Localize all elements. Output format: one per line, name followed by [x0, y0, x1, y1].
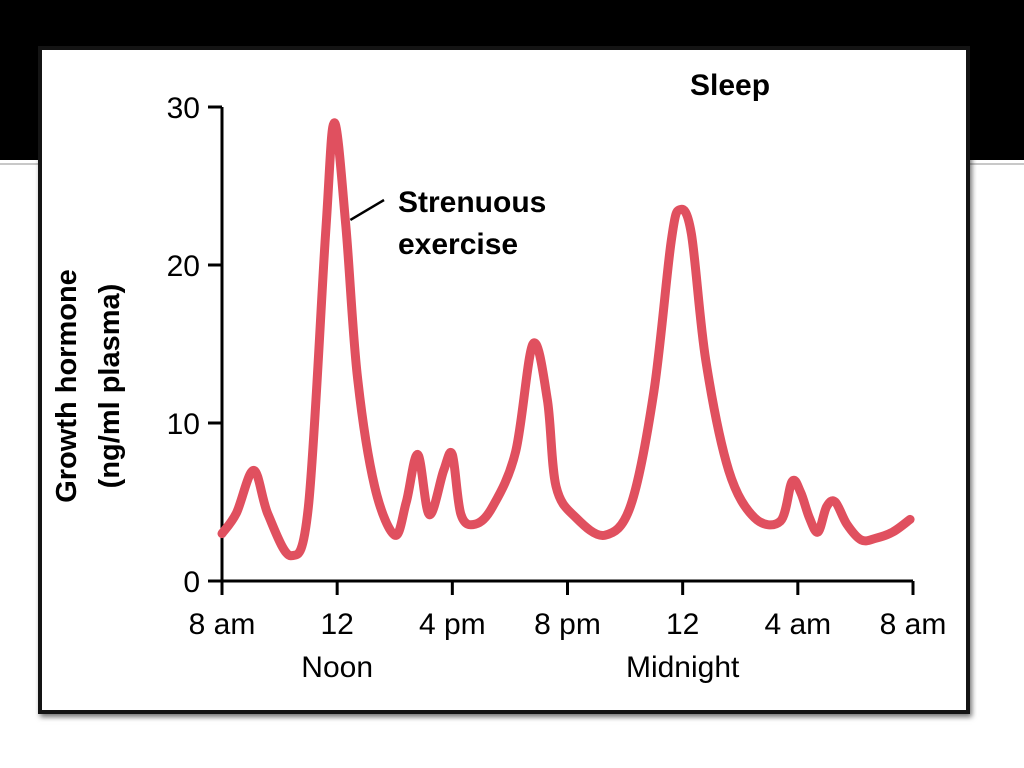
x-tick-label: 12 [320, 608, 353, 641]
figure-frame: 0 10 20 30 8 am 12 Noon 4 pm 8 pm 12 Midnight 4 am 8… [38, 46, 970, 714]
annotation-label-line2: exercise [398, 228, 518, 261]
sleep-region-label: Sleep [690, 69, 770, 102]
growth-hormone-chart: 0 10 20 30 8 am 12 Noon 4 pm 8 pm 12 Midnight 4 am 8… [51, 69, 947, 684]
y-tick-label: 0 [183, 566, 200, 599]
y-axis-unit: (ng/ml plasma) [94, 284, 126, 489]
x-tick-sublabel: Noon [301, 651, 373, 684]
axes [208, 105, 915, 595]
x-tick-sublabel: Midnight [626, 651, 740, 684]
x-tick-label: 4 pm [419, 608, 486, 641]
x-tick-label: 8 am [880, 608, 947, 641]
x-tick-label: 8 am [189, 608, 256, 641]
y-tick-label: 20 [167, 250, 200, 283]
y-axis-title: Growth hormone [51, 269, 83, 503]
x-tick-label: 8 pm [534, 608, 601, 641]
x-tick-label: 4 am [764, 608, 831, 641]
y-tick-label: 30 [167, 92, 200, 125]
growth-hormone-line [217, 118, 915, 561]
x-tick-label: 12 [666, 608, 699, 641]
annotation-label-line1: Strenuous [398, 186, 546, 219]
annotation-leader-line [349, 198, 385, 221]
annotations: Strenuous exercise Sleep [349, 69, 770, 261]
series [217, 118, 915, 561]
y-tick-label: 10 [167, 408, 200, 441]
tick-labels: 0 10 20 30 8 am 12 Noon 4 pm 8 pm 12 Midnight 4 am 8… [167, 92, 947, 684]
